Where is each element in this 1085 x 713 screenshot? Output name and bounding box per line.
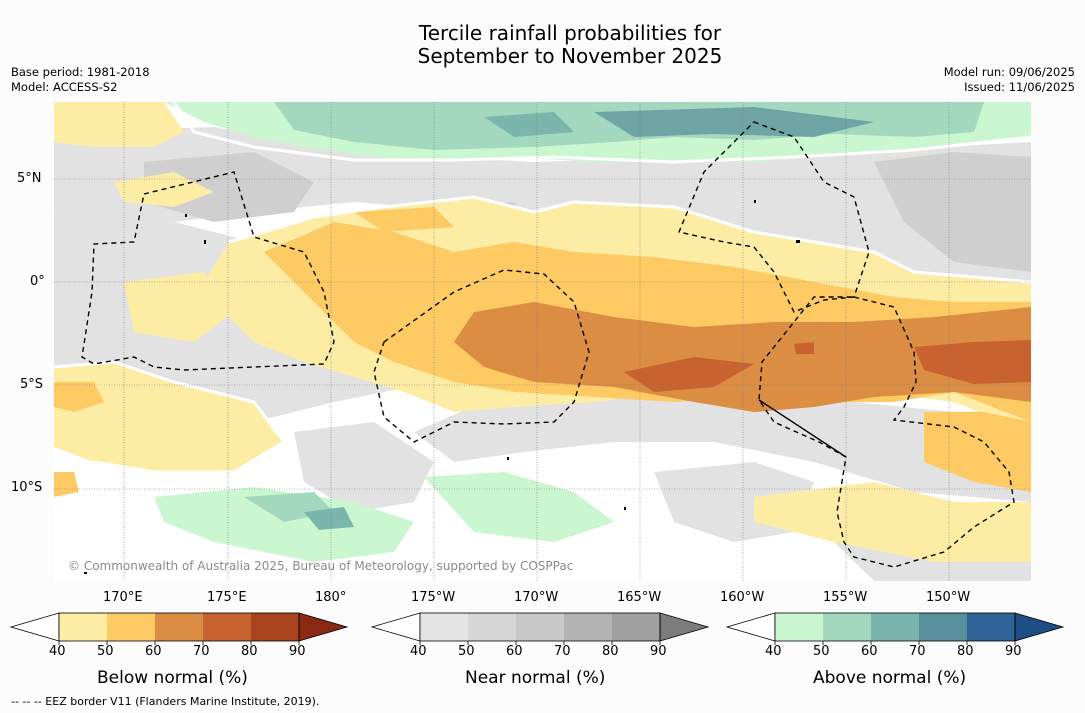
cb3-title: Above normal (%) bbox=[813, 668, 967, 688]
cb3-swatch-1 bbox=[823, 613, 871, 641]
lat-label-0: 0° bbox=[30, 274, 45, 289]
cb3-tick-50: 50 bbox=[813, 644, 830, 659]
cb1-tick-60: 60 bbox=[145, 644, 162, 659]
colorbar-ticks bbox=[58, 641, 1016, 645]
cb1-tick-70: 70 bbox=[193, 644, 210, 659]
cb3-swatch-4 bbox=[967, 613, 1015, 641]
cb3-tick-90: 90 bbox=[1005, 644, 1022, 659]
graticule bbox=[54, 102, 1031, 581]
model-run: Model run: 09/06/2025 bbox=[943, 65, 1075, 79]
title-line-1: Tercile rainfall probabilities for bbox=[418, 21, 722, 45]
cb3-frame bbox=[774, 612, 1016, 642]
lat-label-5s: 5°S bbox=[20, 377, 44, 392]
lon-label-160w: 160°W bbox=[720, 590, 765, 605]
issued-date: Issued: 11/06/2025 bbox=[964, 80, 1075, 94]
cb2-swatch-3 bbox=[564, 613, 612, 641]
cb1-extend-high bbox=[298, 612, 349, 642]
eez-solid-segment bbox=[758, 399, 847, 458]
above-normal-south bbox=[154, 472, 614, 562]
cb3-swatch-2 bbox=[871, 613, 919, 641]
cb1-frame bbox=[58, 612, 300, 642]
eez-footnote: -- -- -- EEZ border V11 (Flanders Marine… bbox=[11, 695, 320, 708]
cb3-extend-high bbox=[1014, 612, 1065, 642]
colorbar-below-normal bbox=[9, 612, 349, 642]
lon-label-165w: 165°W bbox=[617, 590, 662, 605]
copyright-notice: © Commonwealth of Australia 2025, Bureau… bbox=[68, 559, 574, 573]
cb1-tick-80: 80 bbox=[241, 644, 258, 659]
cb1-tick-90: 90 bbox=[289, 644, 306, 659]
cb2-tick-80: 80 bbox=[602, 644, 619, 659]
below-normal-70-regions bbox=[624, 340, 1031, 392]
cb3-swatch-3 bbox=[919, 613, 967, 641]
cb3-tick-70: 70 bbox=[909, 644, 926, 659]
cb2-extend-low bbox=[370, 612, 421, 642]
cb3-tick-60: 60 bbox=[861, 644, 878, 659]
lat-label-10s: 10°S bbox=[11, 480, 43, 495]
cb3-tick-80: 80 bbox=[957, 644, 974, 659]
cb1-swatch-1 bbox=[107, 613, 155, 641]
cb2-tick-50: 50 bbox=[458, 644, 475, 659]
rainfall-map bbox=[54, 102, 1031, 581]
cb3-extend-low bbox=[725, 612, 776, 642]
cb3-swatch-0 bbox=[775, 613, 823, 641]
cb1-tick-40: 40 bbox=[49, 644, 66, 659]
colorbar-near-normal bbox=[370, 612, 710, 642]
cb3-tick-40: 40 bbox=[765, 644, 782, 659]
cb1-swatch-0 bbox=[59, 613, 107, 641]
below-normal-60-regions bbox=[454, 302, 1031, 412]
cb2-frame bbox=[419, 612, 661, 642]
lon-label-150w: 150°W bbox=[926, 590, 971, 605]
islands bbox=[84, 200, 800, 574]
cb1-tick-50: 50 bbox=[97, 644, 114, 659]
cb1-title: Below normal (%) bbox=[97, 668, 248, 688]
cb2-swatch-4 bbox=[612, 613, 660, 641]
base-period: Base period: 1981-2018 bbox=[11, 65, 150, 79]
cb2-tick-40: 40 bbox=[410, 644, 427, 659]
lon-label-180: 180° bbox=[315, 590, 347, 605]
cb2-extend-high bbox=[659, 612, 710, 642]
cb2-tick-70: 70 bbox=[554, 644, 571, 659]
lon-label-175e: 175°E bbox=[207, 590, 247, 605]
cb2-title: Near normal (%) bbox=[465, 668, 606, 688]
meta-left: Base period: 1981-2018 Model: ACCESS-S2 bbox=[11, 65, 150, 95]
lon-label-155w: 155°W bbox=[823, 590, 868, 605]
near-normal-60-regions bbox=[144, 152, 1031, 272]
lon-label-170w: 170°W bbox=[514, 590, 559, 605]
lat-label-5n: 5°N bbox=[17, 171, 42, 186]
meta-right: Model run: 09/06/2025 Issued: 11/06/2025 bbox=[944, 65, 1075, 95]
cb2-swatch-2 bbox=[516, 613, 564, 641]
colorbar-above-normal bbox=[725, 612, 1065, 642]
cb2-swatch-1 bbox=[468, 613, 516, 641]
title-line-2: September to November 2025 bbox=[417, 44, 723, 68]
model-name: Model: ACCESS-S2 bbox=[11, 80, 118, 94]
cb2-tick-60: 60 bbox=[506, 644, 523, 659]
cb1-swatch-4 bbox=[251, 613, 299, 641]
cb2-tick-90: 90 bbox=[650, 644, 667, 659]
map-title: Tercile rainfall probabilities for Septe… bbox=[0, 22, 1085, 68]
colorbar-legends bbox=[9, 612, 1065, 645]
cb1-extend-low bbox=[9, 612, 60, 642]
lon-label-170e: 170°E bbox=[103, 590, 143, 605]
above-normal-north bbox=[164, 102, 1031, 162]
cb1-swatch-2 bbox=[155, 613, 203, 641]
cb2-swatch-0 bbox=[420, 613, 468, 641]
lon-label-175w: 175°W bbox=[411, 590, 456, 605]
eez-borders bbox=[81, 121, 1015, 568]
cb1-swatch-3 bbox=[203, 613, 251, 641]
